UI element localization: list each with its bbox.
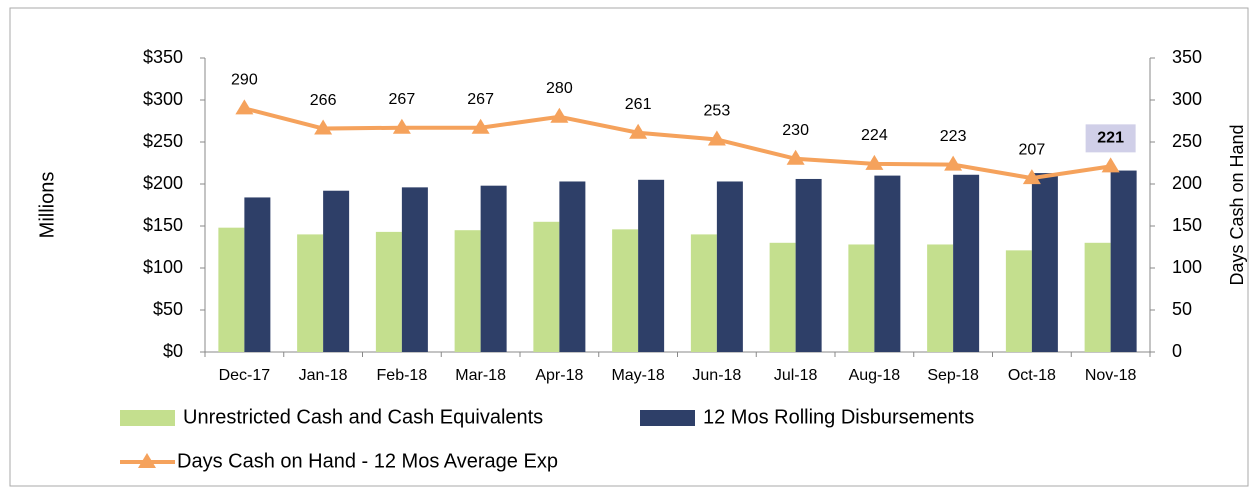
x-tick-label: Sep-18: [927, 367, 979, 384]
bar: [795, 178, 822, 352]
legend-label: Unrestricted Cash and Cash Equivalents: [183, 406, 543, 428]
data-label: 267: [467, 91, 494, 108]
x-tick-label: Jun-18: [692, 367, 741, 384]
bar: [638, 179, 665, 352]
bar: [1084, 242, 1111, 352]
marker: [550, 107, 569, 123]
data-label: 253: [704, 103, 731, 120]
marker: [786, 149, 805, 165]
y2-tick-label: 150: [1172, 215, 1202, 235]
y-tick-label: $250: [143, 131, 183, 151]
data-label: 223: [940, 128, 967, 145]
bar: [612, 229, 639, 352]
y-tick-label: $0: [163, 341, 183, 361]
marker: [944, 155, 963, 171]
bar: [533, 221, 560, 352]
bar: [244, 197, 271, 352]
marker: [629, 123, 648, 139]
y-tick-label: $300: [143, 89, 183, 109]
marker: [707, 130, 726, 146]
marker: [235, 99, 254, 115]
y2-tick-label: 0: [1172, 341, 1182, 361]
bar: [323, 190, 350, 352]
frame: [9, 7, 1249, 487]
bar: [1110, 170, 1137, 352]
x-tick-label: May-18: [611, 367, 664, 384]
bar: [927, 244, 954, 352]
y-axis-label: Millions: [36, 172, 58, 239]
y2-axis-label: Days Cash on Hand: [1227, 124, 1247, 285]
marker: [392, 118, 411, 134]
legend-marker: [138, 453, 156, 468]
y2-tick-label: 350: [1172, 47, 1202, 67]
x-tick-label: Mar-18: [455, 367, 506, 384]
bar: [716, 181, 743, 352]
data-label: 230: [782, 122, 809, 139]
y-tick-label: $350: [143, 47, 183, 67]
legend-swatch: [640, 410, 695, 426]
marker: [1101, 157, 1120, 173]
marker: [865, 154, 884, 170]
bar: [559, 181, 586, 352]
data-label: 280: [546, 80, 573, 97]
bar: [454, 230, 481, 352]
bar: [1005, 250, 1032, 352]
bar: [218, 227, 245, 352]
x-tick-label: Jul-18: [774, 367, 818, 384]
data-label: 290: [231, 72, 258, 89]
line: [243, 106, 1111, 181]
data-label: 261: [625, 96, 652, 113]
bar: [874, 175, 901, 352]
data-label: 207: [1019, 141, 1046, 158]
legend-label: 12 Mos Rolling Disbursements: [703, 406, 974, 428]
data-label: 221: [1097, 130, 1124, 147]
y-tick-label: $150: [143, 215, 183, 235]
y-tick-label: $100: [143, 257, 183, 277]
bar: [953, 174, 980, 352]
legend-label: Days Cash on Hand - 12 Mos Average Exp: [177, 450, 558, 472]
y-tick-label: $200: [143, 173, 183, 193]
x-tick-label: Oct-18: [1008, 367, 1056, 384]
legend-swatch: [120, 410, 175, 426]
marker: [314, 119, 333, 135]
bar: [401, 187, 428, 352]
x-tick-label: Jan-18: [299, 367, 348, 384]
marker: [1022, 169, 1041, 185]
x-tick-label: Aug-18: [849, 367, 901, 384]
x-tick-label: Dec-17: [219, 367, 271, 384]
bar: [375, 231, 402, 352]
data-label: 224: [861, 127, 888, 144]
bar: [480, 185, 507, 352]
y-tick-label: $50: [153, 299, 183, 319]
bar: [690, 234, 717, 352]
data-label: 266: [310, 92, 337, 109]
y2-tick-label: 50: [1172, 299, 1192, 319]
data-label: 267: [389, 91, 416, 108]
bar: [769, 242, 796, 352]
label-highlight: [1085, 124, 1136, 153]
bar: [1031, 173, 1058, 352]
y2-tick-label: 200: [1172, 173, 1202, 193]
y2-tick-label: 300: [1172, 89, 1202, 109]
x-tick-label: Nov-18: [1085, 367, 1137, 384]
y2-tick-label: 250: [1172, 131, 1202, 151]
y2-tick-label: 100: [1172, 257, 1202, 277]
bar: [297, 234, 324, 352]
bar: [848, 244, 875, 352]
x-tick-label: Feb-18: [377, 367, 428, 384]
marker: [471, 118, 490, 134]
x-tick-label: Apr-18: [535, 367, 583, 384]
